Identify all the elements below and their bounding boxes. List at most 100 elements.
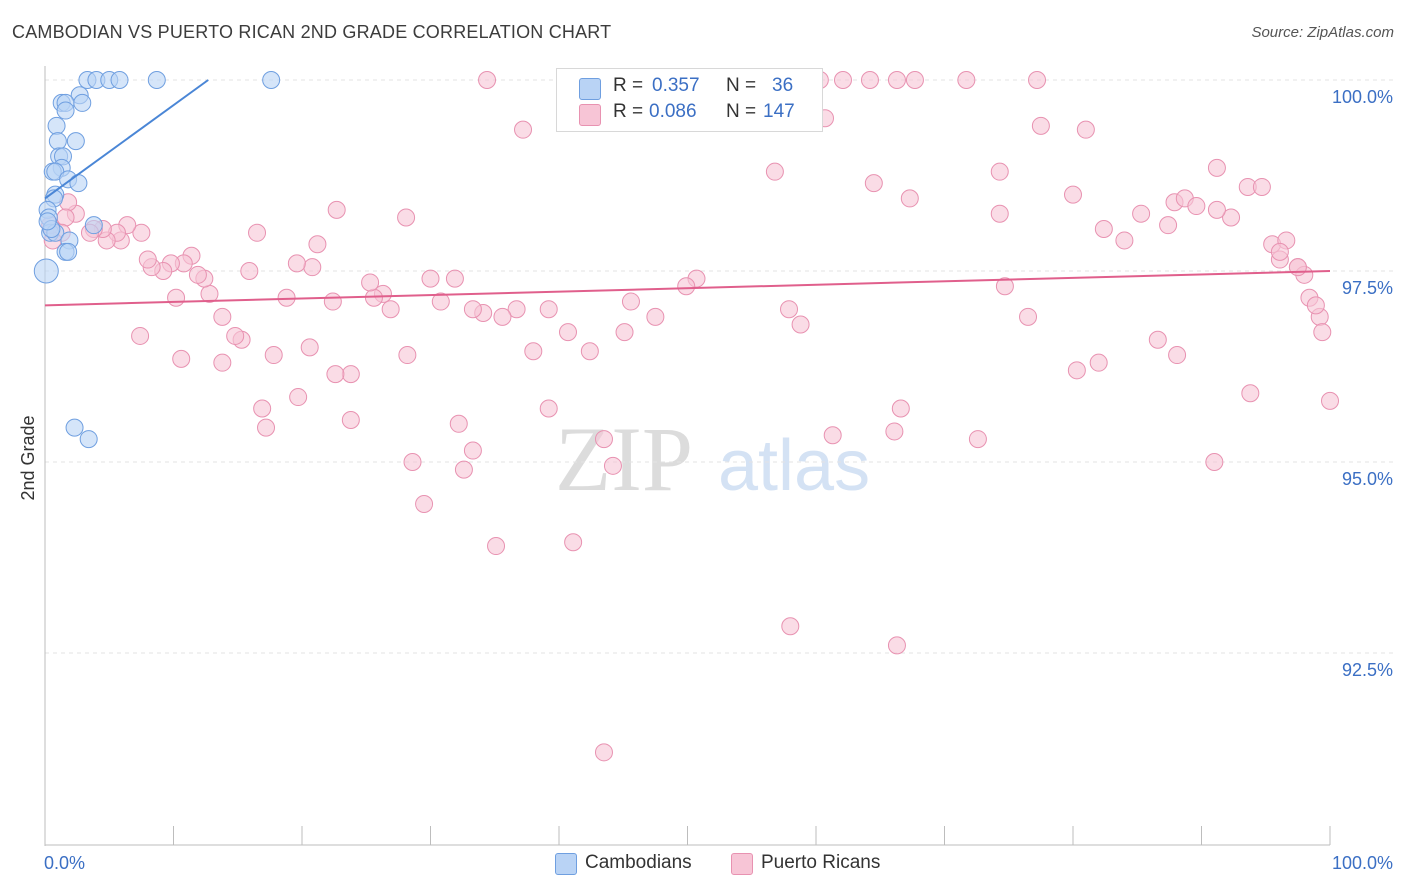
puerto-rican-point-50 <box>1089 353 1108 372</box>
puerto-rican-point-51 <box>1067 361 1086 380</box>
swatch-cambodians-bottom <box>555 853 577 875</box>
puerto-rican-point-61 <box>677 277 696 296</box>
trend-lines <box>44 79 1331 307</box>
cambodian-trend-line <box>44 79 209 200</box>
puerto-rican-point-115 <box>56 208 75 227</box>
cambodian-point-31 <box>33 258 59 284</box>
puerto-rican-point-29 <box>1159 216 1178 235</box>
puerto-rican-point-138 <box>594 743 613 762</box>
puerto-rican-point-12 <box>1076 120 1095 139</box>
swatch-puerto-ricans <box>579 104 601 126</box>
gridlines <box>45 79 1395 654</box>
puerto-rican-point-65 <box>580 342 599 361</box>
puerto-rican-point-44 <box>1205 453 1224 471</box>
puerto-rican-point-23 <box>1252 177 1271 196</box>
puerto-rican-point-49 <box>1148 330 1167 349</box>
puerto-rican-point-86 <box>303 258 322 277</box>
puerto-rican-point-15 <box>864 174 883 193</box>
puerto-rican-point-33 <box>1207 200 1226 219</box>
puerto-rican-point-62 <box>621 292 640 311</box>
puerto-rican-point-72 <box>463 300 482 319</box>
n-value-cambodians: 36 <box>772 75 794 96</box>
x-tick-label-0: 0.0% <box>44 853 85 873</box>
puerto-rican-point-7 <box>905 71 924 89</box>
puerto-rican-point-89 <box>264 346 283 365</box>
chart-title: CAMBODIAN VS PUERTO RICAN 2ND GRADE CORR… <box>12 22 612 42</box>
puerto-rican-point-21 <box>1207 158 1226 177</box>
puerto-rican-point-9 <box>1028 71 1047 89</box>
swatch-cambodians <box>579 78 601 100</box>
puerto-rican-point-8 <box>957 71 976 89</box>
cambodian-point-10 <box>56 101 75 120</box>
puerto-rican-point-69 <box>507 300 526 319</box>
puerto-rican-point-88 <box>277 288 296 307</box>
puerto-rican-point-131 <box>487 537 506 556</box>
puerto-rican-point-93 <box>226 326 245 345</box>
puerto-rican-point-55 <box>891 399 910 418</box>
puerto-rican-point-26 <box>990 204 1009 223</box>
puerto-rican-point-24 <box>327 200 346 219</box>
puerto-rican-point-80 <box>361 273 380 292</box>
puerto-rican-point-137 <box>887 636 906 655</box>
y-axis-label: 2nd Grade <box>18 415 38 500</box>
puerto-rican-point-136 <box>781 617 800 636</box>
y-tick-label-2: 95.0% <box>1342 469 1393 489</box>
watermark: ZIP atlas <box>555 408 870 510</box>
puerto-rican-point-41 <box>1306 296 1325 315</box>
legend-label-puerto-ricans: Puerto Ricans <box>761 852 881 873</box>
puerto-rican-point-46 <box>1288 258 1307 277</box>
puerto-rican-point-45 <box>1241 384 1260 403</box>
r-value-puerto-ricans: 0.086 <box>649 101 697 122</box>
puerto-rican-point-105 <box>132 223 151 242</box>
puerto-rican-point-47 <box>1270 242 1289 261</box>
puerto-rican-point-31 <box>1222 208 1241 227</box>
puerto-rican-point-97 <box>188 265 207 284</box>
y-tick-label-3: 92.5% <box>1342 660 1393 680</box>
cambodian-point-9 <box>73 93 92 112</box>
puerto-rican-trend-line <box>44 270 1331 307</box>
puerto-rican-point-27 <box>1094 219 1113 238</box>
puerto-rican-point-25 <box>397 208 416 227</box>
puerto-rican-point-73 <box>445 269 464 288</box>
puerto-rican-point-82 <box>326 365 345 384</box>
puerto-rican-point-18 <box>1064 185 1082 204</box>
puerto-rican-point-54 <box>968 430 987 449</box>
swatch-puerto-ricans-bottom <box>731 853 753 875</box>
puerto-rican-point-43 <box>1321 391 1339 410</box>
puerto-rican-point-84 <box>300 338 319 357</box>
cambodian-point-35 <box>38 212 57 231</box>
puerto-rican-point-100 <box>167 288 186 307</box>
watermark-zip: ZIP <box>555 408 693 510</box>
puerto-rican-point-10 <box>514 120 533 139</box>
puerto-rican-point-122 <box>253 399 272 418</box>
puerto-rican-point-85 <box>308 235 327 254</box>
cambodian-point-30 <box>59 242 78 261</box>
series-cambodians <box>33 71 281 449</box>
puerto-rican-point-104 <box>138 250 157 269</box>
puerto-rican-point-90 <box>248 223 267 242</box>
puerto-rican-point-128 <box>449 414 468 433</box>
puerto-rican-point-17 <box>990 162 1009 181</box>
y-tick-label-1: 97.5% <box>1342 278 1393 298</box>
puerto-rican-point-121 <box>213 353 232 372</box>
y-tick-label-0: 100.0% <box>1332 87 1393 107</box>
legend-label-cambodians: Cambodians <box>585 852 692 873</box>
watermark-atlas: atlas <box>718 426 870 506</box>
puerto-rican-point-120 <box>172 349 191 368</box>
puerto-rican-point-77 <box>381 300 400 319</box>
puerto-rican-point-79 <box>364 288 383 307</box>
puerto-rican-point-91 <box>240 262 259 280</box>
puerto-rican-point-0 <box>478 71 497 89</box>
cambodian-point-33 <box>79 430 98 449</box>
puerto-rican-point-75 <box>421 269 440 288</box>
puerto-rican-point-64 <box>615 323 634 342</box>
puerto-rican-point-129 <box>454 460 473 479</box>
n-label: N = <box>726 75 757 96</box>
cambodian-point-11 <box>47 116 66 135</box>
cambodian-point-4 <box>147 71 166 89</box>
puerto-rican-point-4 <box>833 71 852 89</box>
puerto-rican-point-81 <box>341 365 360 384</box>
puerto-rican-point-28 <box>1132 204 1151 223</box>
puerto-rican-point-132 <box>539 399 558 418</box>
puerto-rican-point-13 <box>765 162 784 181</box>
